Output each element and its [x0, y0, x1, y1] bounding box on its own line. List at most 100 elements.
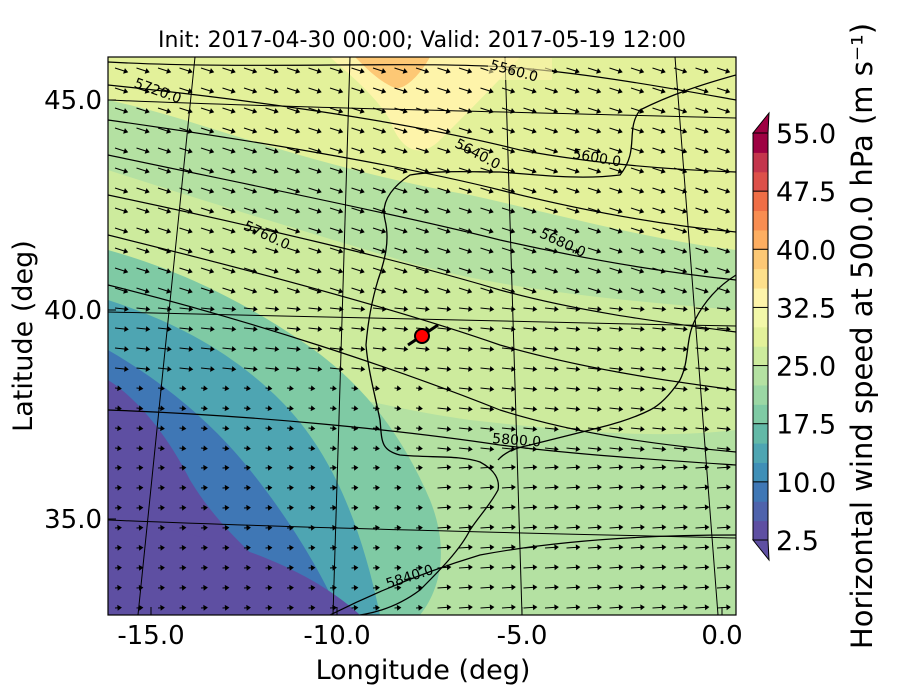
wind-arrow-head [618, 306, 624, 312]
wind-arrow-head [267, 524, 273, 531]
wind-arrow-head [310, 385, 316, 392]
wind-arrow-head [187, 148, 193, 154]
wind-arrow-head [510, 168, 516, 174]
wind-arrow-head [203, 604, 208, 611]
wind-arrow-head [396, 584, 402, 591]
wind-arrow-head [224, 544, 230, 551]
wind-arrow [739, 308, 752, 309]
wind-arrow-head [253, 306, 258, 312]
wind-arrow-head [359, 168, 365, 174]
wind-arrow-head [310, 504, 316, 511]
wind-arrow-head [467, 188, 473, 194]
wind-arrow-head [574, 228, 580, 234]
wind-arrow-head [316, 168, 322, 174]
wind-arrow-head [403, 306, 409, 312]
wind-arrow-head [166, 148, 172, 154]
wind-arrow-head [339, 346, 344, 352]
wind-band-south-east [420, 430, 736, 615]
wind-arrow [739, 68, 751, 72]
wind-arrow-head [511, 464, 516, 471]
colorbar-segment [753, 404, 768, 425]
wind-arrow-head [468, 446, 473, 452]
wind-arrow [739, 228, 751, 232]
plot-area: 5560.0 5600.0 5640.0 5680.0 5720.0 5760.… [108, 57, 752, 615]
wind-arrow-head [445, 228, 451, 234]
wind-arrow-head [725, 248, 731, 254]
wind-arrow-head [289, 445, 294, 452]
wind-arrow-head [445, 248, 451, 254]
wind-arrow-head [418, 484, 423, 491]
wind-arrow-head [617, 268, 623, 274]
wind-arrow-head [382, 346, 387, 352]
wind-arrow-head [554, 386, 559, 392]
wind-arrow-head [402, 128, 408, 134]
wind-arrow-head [553, 188, 559, 194]
wind-arrow-head [703, 88, 709, 94]
wind-arrow-head [338, 248, 344, 254]
wind-arrow-head [353, 445, 359, 452]
wind-arrow-head [310, 584, 316, 591]
wind-arrow-head [117, 385, 122, 392]
wind-arrow-head [359, 208, 365, 214]
wind-arrow-head [704, 306, 710, 312]
wind-arrow-head [359, 188, 365, 194]
wind-arrow-head [252, 268, 258, 274]
wind-arrow-head [704, 464, 710, 471]
wind-arrow-head [210, 306, 215, 312]
wind-arrow-head [310, 564, 316, 571]
colorbar-extend-bottom [751, 539, 770, 562]
wind-arrow-head [489, 504, 495, 511]
wind-arrow-head [596, 68, 602, 74]
wind-arrow-head [726, 366, 731, 372]
wind-arrow-head [704, 406, 710, 412]
wind-arrow-head [617, 288, 623, 294]
wind-arrow-head [660, 88, 666, 94]
wind-arrow-head [231, 366, 237, 372]
wind-arrow-head [289, 464, 294, 471]
wind-arrow-head [166, 128, 172, 134]
wind-arrow-head [316, 148, 322, 154]
wind-arrow-head [725, 288, 731, 294]
wind-arrow-head [124, 346, 129, 352]
wind-arrow-head [138, 484, 144, 491]
wind-arrow-head [144, 248, 150, 254]
wind-arrow-head [704, 346, 710, 352]
wind-arrow-head [725, 228, 731, 234]
wind-arrow-head [230, 228, 236, 234]
wind-arrow-head [339, 326, 344, 332]
wind-arrow-head [704, 504, 710, 511]
wind-arrow-head [682, 88, 688, 94]
wind-arrow-head [295, 208, 301, 214]
wind-arrow-head [332, 484, 337, 491]
wind-arrow-head [660, 128, 666, 134]
wind-arrow-head [424, 88, 430, 94]
wind-arrow [739, 148, 751, 152]
wind-arrow-head [446, 406, 452, 412]
wind-arrow-head [640, 464, 645, 471]
wind-arrow-head [510, 148, 516, 154]
y-tick-label: 35.0 [44, 505, 102, 535]
wind-arrow-head [289, 604, 294, 611]
wind-arrow-head [683, 426, 688, 432]
wind-arrow-head [295, 88, 301, 94]
wind-arrow-head [446, 426, 452, 432]
wind-arrow-head [748, 565, 751, 569]
colorbar-segment [753, 191, 768, 212]
x-tick-label: -15.0 [117, 621, 184, 651]
colorbar-segment [753, 171, 768, 192]
wind-arrow-head [338, 168, 344, 174]
wind-arrow-head [267, 464, 273, 471]
wind-arrow-head [181, 464, 187, 471]
wind-arrow-head [532, 544, 538, 551]
wind-arrow-head [418, 564, 423, 571]
wind-arrow-head [424, 68, 430, 74]
wind-arrow-head [704, 446, 710, 452]
wind-arrow-head [683, 584, 688, 591]
wind-arrow-head [639, 128, 645, 134]
wind-arrow-head [446, 446, 452, 452]
wind-arrow-head [359, 288, 365, 294]
wind-arrow-head [617, 88, 623, 94]
wind-arrow-head [574, 188, 580, 194]
wind-arrow-head [317, 326, 323, 332]
wind-arrow-head [181, 504, 187, 511]
